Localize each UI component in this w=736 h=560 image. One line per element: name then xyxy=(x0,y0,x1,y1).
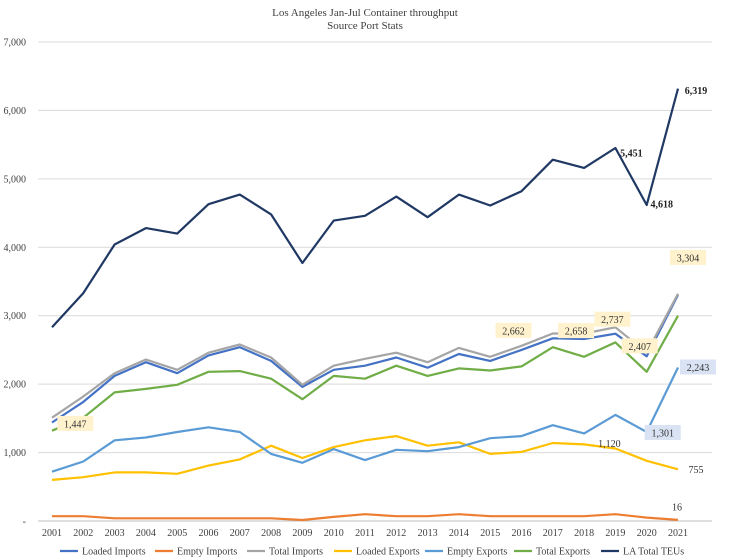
y-tick-label: 3,000 xyxy=(4,311,27,322)
data-label: 755 xyxy=(689,465,704,476)
x-tick-label: 2019 xyxy=(605,528,625,539)
data-label: 2,243 xyxy=(680,359,716,375)
x-tick-label: 2007 xyxy=(230,528,250,539)
series-line-loaded-imports xyxy=(51,294,679,424)
x-tick-label: 2020 xyxy=(637,528,657,539)
legend-item-loaded-imports: Loaded Imports xyxy=(60,547,146,558)
legend-item-loaded-exports: Loaded Exports xyxy=(334,547,420,558)
data-label-text: 2,407 xyxy=(628,342,651,353)
x-tick-label: 2018 xyxy=(574,528,594,539)
series-line-empty-exports xyxy=(51,367,679,473)
x-axis: 2001 2002 2003 2004 2005 2006 2007 2008 2009 2010… xyxy=(42,528,688,539)
legend-label: Empty Exports xyxy=(447,547,507,558)
data-label-box xyxy=(670,249,706,265)
legend-label: Empty Imports xyxy=(177,547,237,558)
legend-item-total-exports: Total Exports xyxy=(514,547,590,558)
y-tick-label: 1,000 xyxy=(4,448,27,459)
x-tick-label: 2015 xyxy=(480,528,500,539)
data-label: 2,737 xyxy=(594,311,631,327)
legend-label: LA Total TEUs xyxy=(623,547,684,558)
x-tick-label: 2004 xyxy=(136,528,156,539)
series-lines xyxy=(51,88,680,522)
data-label-text: 1,301 xyxy=(651,428,674,439)
data-label-box xyxy=(495,322,532,338)
x-tick-label: 2008 xyxy=(261,528,281,539)
data-label-box xyxy=(680,359,716,375)
data-label: 3,304 xyxy=(670,249,706,265)
x-tick-label: 2013 xyxy=(418,528,438,539)
data-label: 4,618 xyxy=(650,199,673,210)
chart-title: Los Angeles Jan-Jul Container throughput xyxy=(272,7,458,19)
data-label-text: 3,304 xyxy=(677,253,700,264)
data-label-box xyxy=(644,424,681,440)
data-label: 5,451 xyxy=(620,148,643,159)
x-tick-label: 2016 xyxy=(512,528,532,539)
data-label-text: 5,451 xyxy=(620,148,643,159)
x-tick-label: 2011 xyxy=(355,528,375,539)
data-label: 1,120 xyxy=(598,439,621,450)
data-label: 6,319 xyxy=(685,86,708,97)
data-label-text: 16 xyxy=(672,502,682,513)
data-label-box xyxy=(57,415,94,431)
legend: Loaded Imports Empty Imports Total Imports… xyxy=(60,547,684,558)
legend-item-total-imports: Total Imports xyxy=(247,547,323,558)
data-label-text: 6,319 xyxy=(685,86,708,97)
x-tick-label: 2005 xyxy=(167,528,187,539)
gridlines xyxy=(38,41,712,522)
x-tick-label: 2006 xyxy=(199,528,219,539)
x-tick-label: 2009 xyxy=(292,528,312,539)
data-label: 2,658 xyxy=(558,323,595,339)
legend-item-la-total-teus: LA Total TEUs xyxy=(601,547,684,558)
data-label-box xyxy=(621,338,658,354)
legend-label: Loaded Exports xyxy=(356,547,420,558)
data-label-text: 1,447 xyxy=(64,419,87,430)
x-tick-label: 2017 xyxy=(543,528,563,539)
series-line-la-total-teus xyxy=(51,88,680,329)
y-tick-label: 7,000 xyxy=(4,38,27,49)
x-tick-label: 2021 xyxy=(668,528,688,539)
y-axis: - 1,000 2,000 3,000 4,000 5,000 6,000 7,000 xyxy=(4,38,27,528)
chart-subtitle: Source Port Stats xyxy=(327,20,403,32)
y-tick-label: 2,000 xyxy=(4,380,27,391)
data-label-text: 2,243 xyxy=(687,363,710,374)
data-label-text: 2,737 xyxy=(601,315,624,326)
legend-item-empty-imports: Empty Imports xyxy=(155,547,237,558)
data-label: 2,407 xyxy=(621,338,658,354)
data-label-text: 2,658 xyxy=(565,327,588,338)
x-tick-label: 2014 xyxy=(449,528,469,539)
data-label-text: 2,662 xyxy=(502,326,525,337)
data-label: 16 xyxy=(672,502,682,513)
y-tick-label: - xyxy=(23,517,26,528)
series-line-empty-imports xyxy=(52,513,679,522)
x-tick-label: 2012 xyxy=(386,528,406,539)
x-tick-label: 2002 xyxy=(73,528,93,539)
data-label-text: 1,120 xyxy=(598,439,621,450)
legend-label: Total Imports xyxy=(269,547,323,558)
data-label: 2,662 xyxy=(495,322,532,338)
data-label: 1,447 xyxy=(57,415,94,431)
x-tick-label: 2001 xyxy=(42,528,62,539)
y-tick-label: 4,000 xyxy=(4,243,27,254)
data-label-text: 755 xyxy=(689,465,704,476)
data-label-text: 4,618 xyxy=(650,199,673,210)
x-tick-label: 2010 xyxy=(324,528,344,539)
legend-item-empty-exports: Empty Exports xyxy=(425,547,507,558)
legend-label: Total Exports xyxy=(536,547,590,558)
series-line-loaded-exports xyxy=(51,435,679,481)
legend-label: Loaded Imports xyxy=(82,547,146,558)
x-tick-label: 2003 xyxy=(105,528,125,539)
data-label: 1,301 xyxy=(644,424,681,440)
data-label-box xyxy=(594,311,631,327)
series-line-total-exports xyxy=(51,315,679,432)
y-tick-label: 6,000 xyxy=(4,106,27,117)
data-labels: 1,447 2,662 2,658 2,737 2,407 3,304 2,243 1,301… xyxy=(57,86,716,513)
y-tick-label: 5,000 xyxy=(4,174,27,185)
data-label-box xyxy=(558,323,595,339)
